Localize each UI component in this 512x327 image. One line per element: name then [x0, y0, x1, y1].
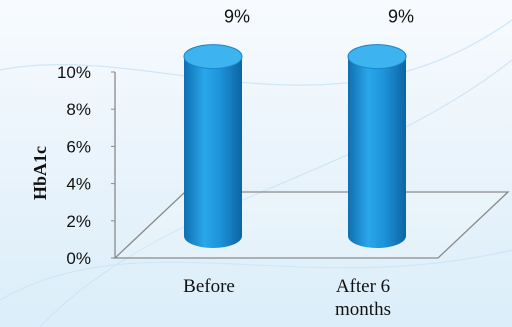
bar	[183, 44, 243, 248]
chart-floor	[113, 191, 510, 259]
data-label: 9%	[224, 7, 250, 27]
category-label-line: Before	[183, 276, 235, 297]
background-swooshes	[0, 19, 512, 327]
bar	[347, 44, 407, 248]
bar-top	[183, 44, 243, 70]
y-axis-title: HbA1c	[30, 146, 50, 200]
y-tick-label: 10%	[57, 63, 91, 82]
category-label-line: months	[335, 299, 391, 320]
y-tick-label: 2%	[66, 212, 91, 231]
data-label: 9%	[388, 7, 414, 27]
bar-body	[348, 56, 406, 248]
category-label: Before	[183, 276, 235, 297]
y-tick-label: 6%	[66, 137, 91, 156]
y-tick-label: 0%	[66, 249, 91, 268]
category-label-line: After 6	[336, 276, 390, 297]
y-tick-label: 4%	[66, 175, 91, 194]
bar-top	[347, 44, 407, 70]
category-label: After 6 months	[335, 276, 391, 320]
y-tick-label: 8%	[66, 100, 91, 119]
bar-body	[184, 56, 242, 248]
